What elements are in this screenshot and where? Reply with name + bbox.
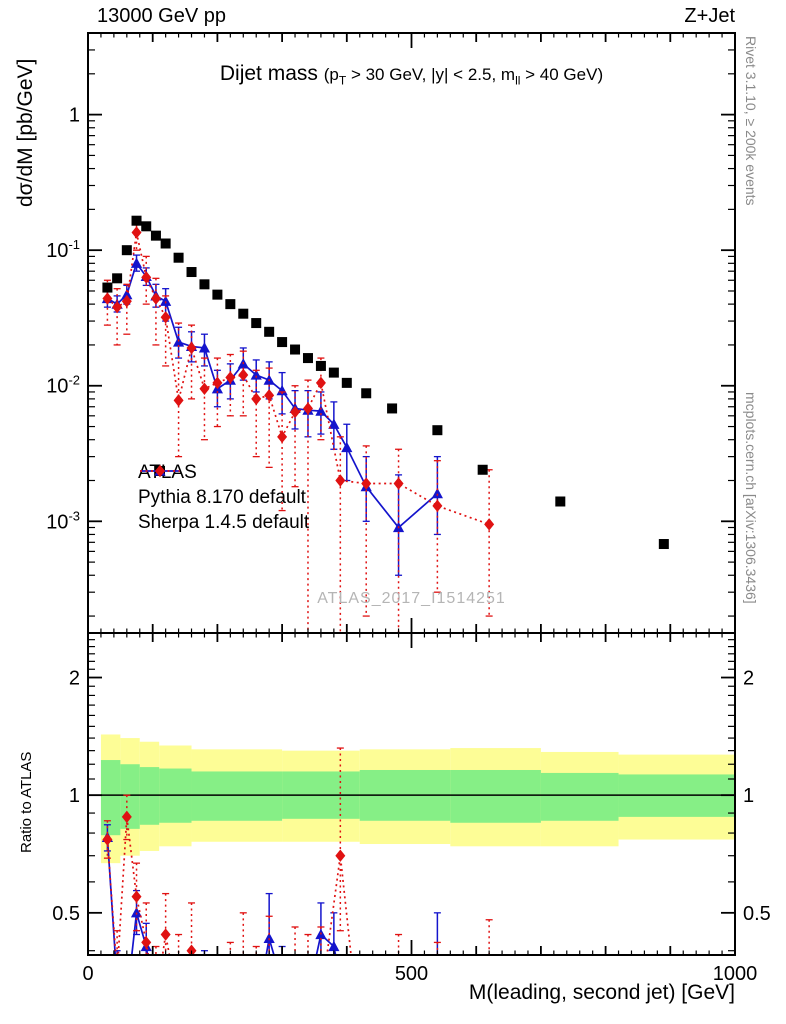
- plot-title-cuts: (pT > 30 GeV, |y| < 2.5, mll > 40 GeV): [323, 65, 604, 88]
- svg-text:0.5: 0.5: [52, 903, 80, 925]
- svg-text:2: 2: [743, 668, 754, 690]
- series-diamond: [102, 218, 495, 633]
- svg-text:10-3: 10-3: [46, 508, 80, 533]
- legend-entry-sherpa: Sherpa 1.4.5 default: [138, 464, 310, 535]
- legend-label-pythia: Pythia 8.170 default: [138, 486, 306, 508]
- rivet-version-note: Rivet 3.1.10, ≥ 200k events: [743, 36, 759, 206]
- svg-text:0: 0: [82, 963, 93, 985]
- legend-label-atlas: ATLAS: [138, 461, 197, 483]
- x-axis-label: M(leading, second jet) [GeV]: [468, 981, 735, 1004]
- plot-title-main: Dijet mass: [219, 62, 318, 85]
- plot-title: Dijet mass (pT > 30 GeV, |y| < 2.5, mll …: [88, 62, 735, 87]
- svg-text:2: 2: [69, 668, 80, 690]
- svg-text:10-2: 10-2: [46, 373, 80, 398]
- svg-text:10-1: 10-1: [46, 237, 80, 262]
- ratio-y-axis-label: Ratio to ATLAS: [18, 751, 35, 853]
- legend-label-sherpa: Sherpa 1.4.5 default: [138, 511, 310, 533]
- beam-energy-label: 13000 GeV pp: [97, 5, 226, 27]
- svg-text:1: 1: [69, 105, 80, 127]
- svg-text:500: 500: [395, 963, 428, 985]
- series-diamond: [102, 747, 493, 955]
- series-square: [102, 215, 669, 550]
- svg-text:0.5: 0.5: [743, 903, 771, 925]
- legend-entry-pythia: Pythia 8.170 default: [138, 465, 309, 510]
- analysis-id-watermark: ATLAS_2017_I1514251: [317, 590, 506, 607]
- legend: ATLAS Pythia 8.170 default Sherpa 1.4.5 …: [138, 460, 309, 535]
- mcplots-reference-note: mcplots.cern.ch [arXiv:1306.3436]: [743, 392, 759, 604]
- main-y-axis-label: dσ/dM [pb/GeV]: [14, 58, 37, 207]
- sherpa-marker-icon: [140, 464, 180, 478]
- ratio-uncertainty-bands: [88, 734, 735, 864]
- svg-text:1000: 1000: [713, 963, 758, 985]
- svg-text:1: 1: [743, 785, 754, 807]
- axes: 1 10-1 10-2 10-3 2 2 1 1 0.5 0.5 0 500 1000: [46, 32, 771, 985]
- process-label: Z+Jet: [684, 5, 735, 27]
- svg-text:1: 1: [69, 785, 80, 807]
